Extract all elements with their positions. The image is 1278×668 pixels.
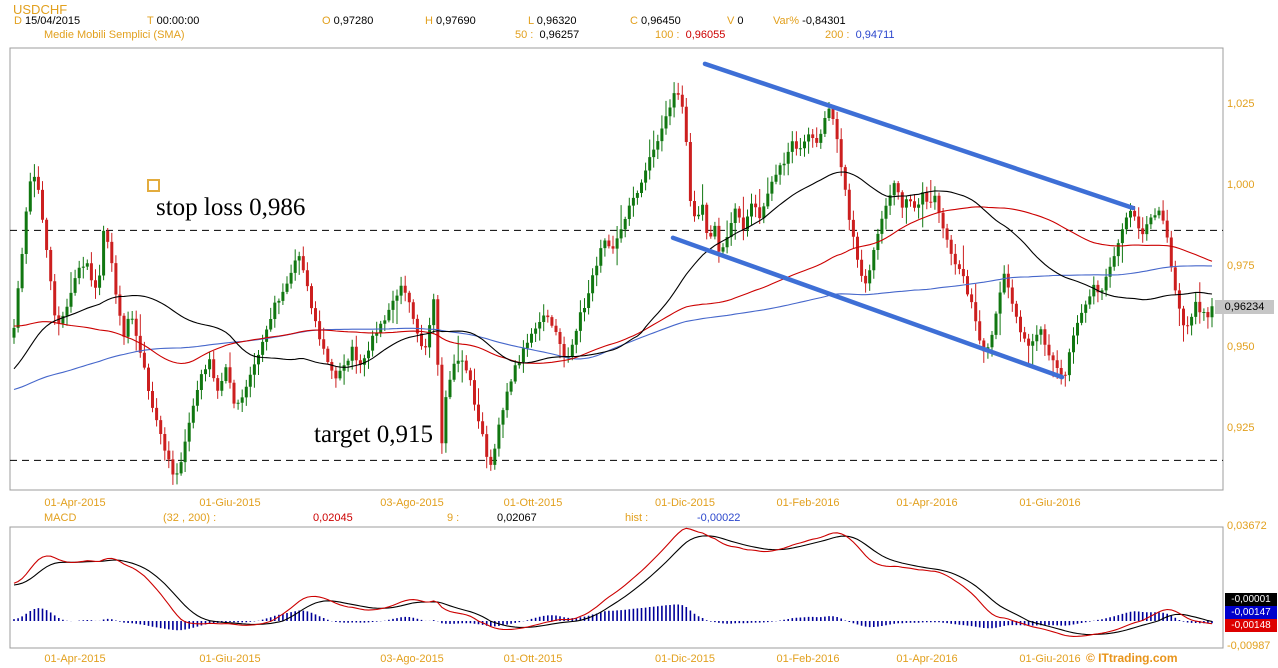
macd-name: MACD: [44, 512, 77, 524]
macd-x-tick-label: 01-Dic-2015: [655, 653, 715, 665]
price-tick-label: 1,000: [1227, 179, 1255, 191]
price-tick-label: 1,025: [1227, 98, 1255, 110]
macd-plot-border: [9, 526, 1224, 649]
main-x-tick-label: 03-Ago-2015: [380, 497, 444, 509]
main-x-tick-label: 01-Apr-2016: [896, 497, 958, 509]
target-annotation[interactable]: target 0,915: [314, 421, 433, 448]
main-x-tick-label: 01-Apr-2015: [44, 497, 106, 509]
field-open: O 0,97280: [322, 15, 374, 27]
macd-x-tick-label: 03-Ago-2015: [380, 653, 444, 665]
sma-200-line: [13, 265, 1212, 391]
field-low: L 0,96320: [528, 15, 577, 27]
sma-200-readout: 200 : 0,94711: [825, 29, 895, 41]
annotation-marker-square[interactable]: [147, 179, 160, 192]
watermark: © ITtrading.com: [1086, 651, 1178, 665]
bear-candle-wicks: [37, 82, 1209, 485]
sma-100-line: [14, 206, 1213, 365]
macd-x-tick-label: 01-Giu-2016: [1019, 653, 1081, 665]
macd-hist-value-box: -0,00147: [1225, 606, 1277, 619]
field-close: C 0,96450: [630, 15, 681, 27]
ohlc-readout: D 15/04/2015 T 00:00:00 O 0,97280 H 0,97…: [0, 15, 1278, 28]
sma-legend-title: Medie Mobili Semplici (SMA): [44, 29, 185, 41]
macd-x-tick-label: 01-Giu-2015: [199, 653, 261, 665]
macd-readout: MACD (32 , 200) : 0,02045 9 : 0,02067 hi…: [0, 512, 1278, 525]
bull-candle-bodies: [12, 93, 1214, 475]
macd-x-tick-label: 01-Feb-2016: [776, 653, 840, 665]
main-x-tick-label: 01-Giu-2015: [199, 497, 261, 509]
macd-value-box: -0,00148: [1225, 619, 1277, 632]
main-plot-border: [9, 47, 1224, 491]
main-x-tick-label: 01-Dic-2015: [655, 497, 715, 509]
macd-x-tick-label: 01-Ott-2015: [503, 653, 563, 665]
bear-candle-bodies: [36, 93, 1210, 475]
field-time: T 00:00:00: [147, 15, 200, 27]
current-price-marker: 0,96234: [1215, 300, 1274, 314]
macd-signal-value: 0,02067: [497, 512, 537, 524]
macd-hist-value: -0,00022: [697, 512, 741, 524]
sma-100-readout: 100 : 0,96055: [655, 29, 726, 41]
sma-legend: Medie Mobili Semplici (SMA) 50 : 0,96257…: [0, 29, 1278, 42]
macd-histogram-bars: [13, 604, 1213, 631]
sma-50-line: [13, 171, 1213, 370]
macd-x-tick-label: 01-Apr-2016: [896, 653, 958, 665]
macd-signal-value-box: -0,00001: [1225, 593, 1277, 606]
field-high: H 0,97690: [425, 15, 476, 27]
price-tick-label: 0,975: [1227, 260, 1255, 272]
macd-params-label: (32 , 200) :: [163, 512, 217, 524]
macd-x-tick-label: 01-Apr-2015: [44, 653, 106, 665]
macd-line: [13, 527, 1213, 637]
channel-lower-trendline[interactable]: [670, 235, 1065, 380]
price-tick-label: 0,950: [1227, 341, 1255, 353]
main-x-tick-label: 01-Ott-2015: [503, 497, 563, 509]
main-x-tick-label: 01-Giu-2016: [1019, 497, 1081, 509]
macd-signal-line: [13, 535, 1213, 636]
macd-scale-min-label: -0,00987: [1227, 640, 1271, 652]
bull-candle-wicks: [13, 82, 1213, 485]
field-var-pct: Var% -0,84301: [773, 15, 846, 27]
channel-upper-trendline[interactable]: [702, 61, 1136, 211]
macd-signal-label: 9 :: [447, 512, 460, 524]
main-x-tick-label: 01-Feb-2016: [776, 497, 840, 509]
macd-hist-label: hist :: [625, 512, 649, 524]
macd-value: 0,02045: [313, 512, 353, 524]
price-tick-label: 0,925: [1227, 422, 1255, 434]
symbol-title: USDCHF: [13, 2, 68, 17]
field-date: D 15/04/2015: [14, 15, 81, 27]
stop-loss-annotation[interactable]: stop loss 0,986: [156, 194, 306, 221]
sma-50-readout: 50 : 0,96257: [515, 29, 580, 41]
macd-scale-max-label: 0,03672: [1227, 520, 1267, 532]
field-volume: V 0: [727, 15, 744, 27]
